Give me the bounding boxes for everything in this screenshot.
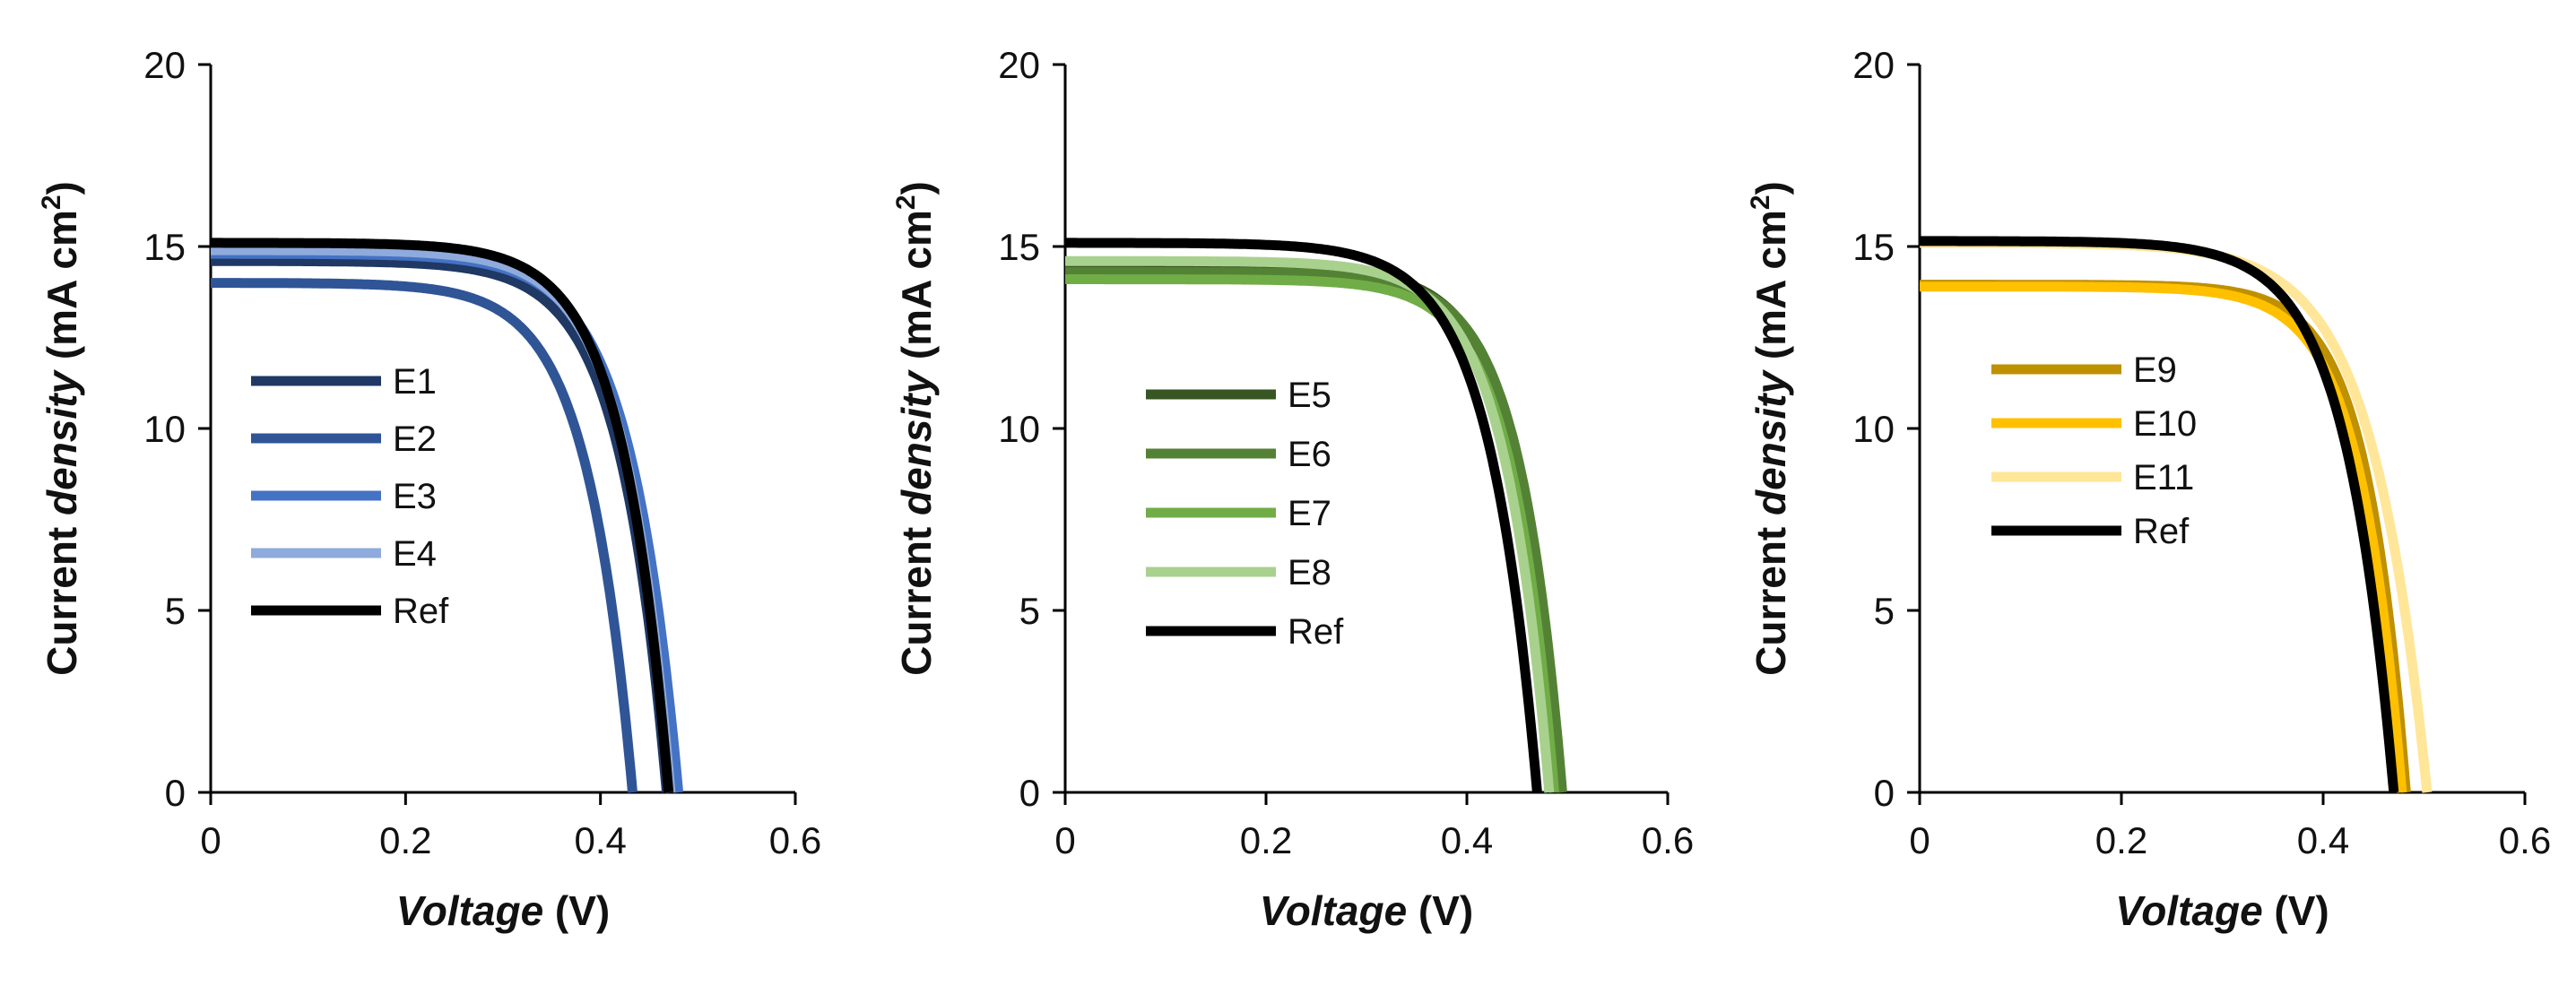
legend-label-e8: E8 [1288, 553, 1331, 592]
chart-panel-1: 0 5 10 15 20 0 0.2 0.4 0.6 Voltage (V) Current den… [37, 44, 821, 934]
legend: E9 E10 E11 Ref [1991, 350, 2197, 551]
y-tick-label: 15 [1852, 226, 1895, 268]
y-tick-label: 15 [143, 226, 186, 268]
legend-label-e10: E10 [2133, 404, 2197, 444]
x-tick-label: 0.4 [574, 819, 626, 861]
legend-label-e11: E11 [2133, 458, 2194, 497]
series-line-e1 [207, 255, 672, 793]
x-tick-label: 0.6 [2499, 819, 2551, 861]
y-axis-title: Current density (mA cm2) [891, 181, 940, 676]
y-tick-label: 20 [143, 44, 186, 86]
x-tick-label: 0 [1054, 819, 1075, 861]
x-tick-label: 0 [1909, 819, 1930, 861]
y-tick-label: 10 [998, 408, 1040, 450]
y-tick-label: 0 [1019, 772, 1040, 814]
y-axis-title: Current density (mA cm2) [1746, 181, 1794, 676]
legend: E5 E6 E7 E8 Ref [1146, 376, 1344, 652]
y-tick-label: 5 [1874, 590, 1895, 632]
x-tick-label: 0 [200, 819, 221, 861]
legend-label-e5: E5 [1288, 376, 1331, 415]
y-tick-label: 0 [165, 772, 186, 814]
y-tick-label: 20 [998, 44, 1040, 86]
legend-label-ref: Ref [2133, 512, 2190, 551]
x-axis-title: Voltage (V) [1260, 887, 1474, 934]
y-tick-label: 15 [998, 226, 1040, 268]
x-tick-label: 0.6 [769, 819, 821, 861]
legend-label-e4: E4 [393, 534, 437, 574]
series-line-e3 [207, 248, 684, 793]
y-tick-label: 20 [1852, 44, 1895, 86]
y-tick-label: 0 [1874, 772, 1895, 814]
y-tick-label: 10 [143, 408, 186, 450]
legend-label-e1: E1 [393, 362, 437, 402]
x-tick-label: 0.4 [1441, 819, 1493, 861]
series-line-e2 [207, 278, 637, 793]
legend-label-e3: E3 [393, 477, 437, 516]
x-tick-label: 0.2 [1240, 819, 1292, 861]
chart-panel-2: 0 5 10 15 20 0 0.2 0.4 0.6 Voltage (V) Current den… [891, 44, 1694, 934]
y-tick-label: 5 [1019, 590, 1040, 632]
series-line-e8 [1062, 255, 1555, 793]
legend: E1 E2 E3 E4 Ref [251, 362, 449, 631]
x-tick-label: 0.6 [1642, 819, 1694, 861]
legend-label-ref: Ref [1288, 612, 1344, 652]
legend-label-ref: Ref [393, 592, 449, 631]
y-tick-label: 10 [1852, 408, 1895, 450]
x-axis-title: Voltage (V) [396, 887, 611, 934]
chart-panel-3: 0 5 10 15 20 0 0.2 0.4 0.6 Voltage (V) Current den… [1746, 44, 2551, 934]
series-line-e6 [1062, 266, 1567, 793]
y-tick-label: 5 [165, 590, 186, 632]
y-axis-title: Current density (mA cm2) [37, 181, 85, 676]
x-tick-label: 0.4 [2297, 819, 2349, 861]
x-tick-label: 0.2 [2095, 819, 2147, 861]
x-tick-label: 0.2 [379, 819, 431, 861]
series-line-ref [1916, 236, 2399, 793]
series-line-ref [207, 238, 674, 793]
legend-label-e6: E6 [1288, 435, 1331, 474]
legend-label-e7: E7 [1288, 494, 1331, 533]
series-line-ref [1062, 238, 1542, 793]
x-axis-title: Voltage (V) [2115, 887, 2329, 934]
legend-label-e9: E9 [2133, 350, 2177, 390]
legend-label-e2: E2 [393, 419, 437, 459]
